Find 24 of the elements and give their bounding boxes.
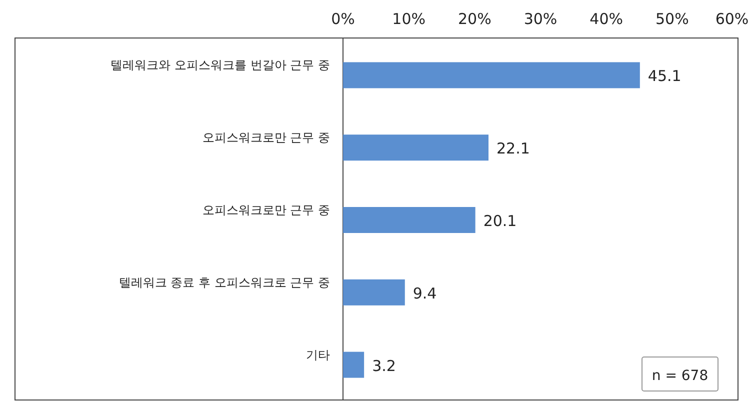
bar (343, 134, 488, 161)
data-label: 3.2 (372, 356, 396, 375)
bar (343, 62, 640, 88)
annotation: n = 678 (652, 368, 708, 384)
data-label: 45.1 (648, 67, 682, 86)
data-label: 22.1 (496, 140, 530, 158)
x-tick-label: 0% (331, 10, 355, 28)
x-tick-label: 20% (458, 10, 492, 28)
x-tick-label: 30% (524, 10, 558, 28)
y-tick-label: 텔레워크 종료 후 오피스워크로 근무 중 (118, 275, 330, 290)
bar (343, 279, 405, 306)
x-tick-label: 50% (655, 10, 689, 28)
y-tick-label: 텔레워크와 오피스워크를 번갈아 근무 중 (110, 58, 330, 72)
data-label: 9.4 (412, 284, 437, 302)
y-tick-label: 오피스워크로만 근무 중 (202, 203, 330, 217)
y-tick-label: 오피스워크로만 근무 중 (202, 130, 330, 145)
x-tick-label: 10% (392, 10, 426, 28)
data-label: 20.1 (483, 212, 517, 230)
x-tick-label: 40% (590, 10, 624, 28)
bar (343, 352, 364, 378)
y-tick-label: 기타 (306, 348, 330, 362)
x-tick-label: 60% (715, 10, 749, 28)
bar (343, 207, 476, 233)
note-box: n = 678 (642, 356, 718, 392)
